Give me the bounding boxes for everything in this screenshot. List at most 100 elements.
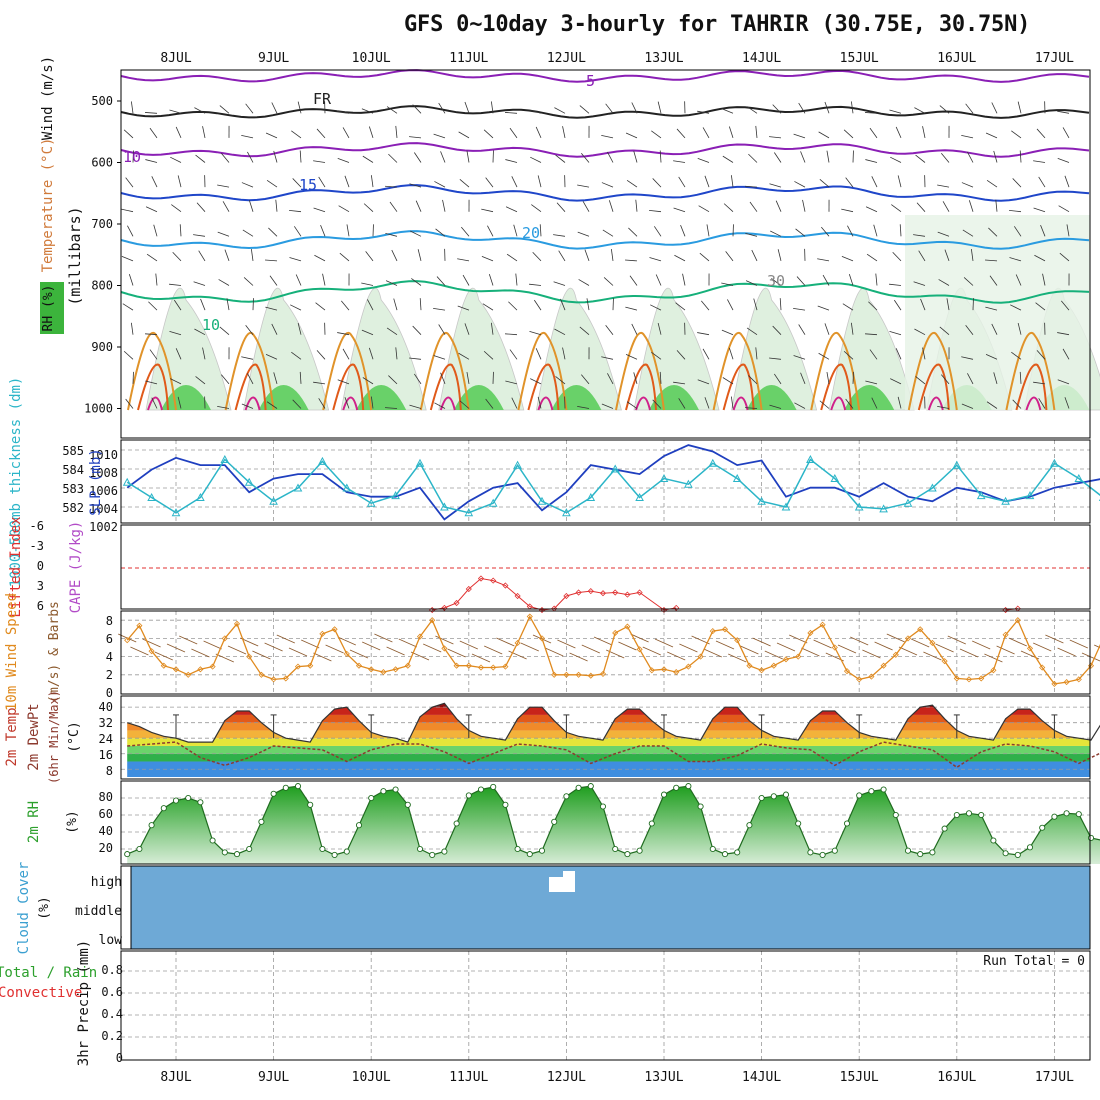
thickness-tick-label: 584 xyxy=(62,463,84,477)
thickness-point xyxy=(610,464,620,473)
temp-tick-label: 32 xyxy=(99,716,113,730)
wind-barb xyxy=(991,323,998,335)
wind-barb xyxy=(651,130,662,139)
wind-barb xyxy=(625,306,638,311)
contour-label: 10 xyxy=(202,316,220,334)
rh-point xyxy=(990,837,997,844)
wind-barb-10m xyxy=(862,649,881,659)
thickness-point xyxy=(269,496,278,505)
wind-barb xyxy=(292,399,302,409)
rh-point xyxy=(197,799,204,806)
wind-barb xyxy=(891,204,902,213)
wind-barb xyxy=(535,126,542,139)
wind-barb xyxy=(535,348,542,360)
wind-barb xyxy=(438,324,446,335)
wind-barb xyxy=(145,206,158,213)
wind-speed-point xyxy=(660,666,668,673)
thickness-point xyxy=(806,454,815,463)
temp-band xyxy=(127,738,1090,746)
wind-barb xyxy=(605,324,614,335)
wind-barb-10m xyxy=(203,640,222,650)
rh-point xyxy=(319,845,326,853)
wind-barb xyxy=(482,303,494,311)
wind-barb xyxy=(721,282,734,286)
wind-barb xyxy=(241,182,254,188)
wind-tick-label: 0 xyxy=(106,686,113,700)
rh-shade-late xyxy=(905,215,1090,410)
rh-point xyxy=(1014,851,1021,859)
wind-barb xyxy=(1036,350,1046,360)
contour-label: 30 xyxy=(767,272,785,290)
wind-barb-10m xyxy=(435,635,454,645)
wind-speed-point xyxy=(697,653,704,660)
wind-speed-point xyxy=(807,629,814,637)
wind-barb-10m xyxy=(593,636,613,646)
wind-barb xyxy=(800,372,806,385)
wind-barb-10m xyxy=(508,650,527,660)
isotherm-35-loop xyxy=(537,396,554,411)
temp-band xyxy=(127,730,1090,739)
isotherm-30-loop xyxy=(917,363,950,411)
wind-barb xyxy=(941,374,950,385)
wind-barb xyxy=(577,405,590,409)
wind-barb xyxy=(993,372,998,385)
wind-tick-label: 2 xyxy=(106,668,113,682)
wind-speed-point xyxy=(819,621,826,628)
wind-barb xyxy=(462,274,470,286)
wind-barb xyxy=(459,179,470,188)
wind-barb xyxy=(626,180,638,188)
wind-barb xyxy=(577,231,590,237)
precip-axis-label: 3hr Precip (mm) xyxy=(76,940,92,1066)
isotherm-minus5-upper xyxy=(120,69,1090,83)
thickness-point xyxy=(464,508,474,517)
thickness-point xyxy=(1050,458,1059,467)
wind-barb xyxy=(363,203,374,212)
wind-barb-10m xyxy=(776,642,796,652)
wind-barb xyxy=(625,354,638,360)
wind-barb xyxy=(222,201,230,212)
wind-barb xyxy=(608,200,614,212)
pressure-tick-label: 700 xyxy=(91,217,113,231)
wind-barb xyxy=(889,109,902,114)
wind-barb xyxy=(631,323,638,335)
thickness-point xyxy=(635,492,644,501)
page-title: GFS 0~10day 3-hourly for TAHRIR (30.75E,… xyxy=(404,12,1031,37)
total-rain-label: Total / Rain xyxy=(0,965,97,981)
wind-barb xyxy=(723,203,734,212)
wind-barb xyxy=(871,176,878,188)
rh-point xyxy=(551,818,558,825)
wind-speed-point xyxy=(380,669,387,676)
wind-barb-10m xyxy=(654,638,674,648)
wind-barb xyxy=(586,298,590,311)
wind-barb xyxy=(899,224,902,237)
wind-barb xyxy=(299,371,302,384)
wind-speed-point xyxy=(124,637,131,644)
wind-barb-10m xyxy=(911,638,930,648)
wind-barb xyxy=(625,132,638,139)
isotherm-minus5 xyxy=(120,142,1090,158)
slp-tick-label: 1002 xyxy=(89,520,118,534)
wind-barb xyxy=(970,248,974,261)
wind-barb xyxy=(196,202,206,212)
rh-point xyxy=(624,851,631,858)
lifted-index-point xyxy=(599,590,607,597)
day-label-top: 16JUL xyxy=(937,51,976,66)
wind-speed-point xyxy=(538,635,546,642)
temperature-axis-label: Temperature (°C) xyxy=(40,138,56,273)
wind-barb xyxy=(895,348,902,360)
wind-barb xyxy=(464,323,470,335)
wind-barb xyxy=(1019,371,1022,384)
rh-point xyxy=(807,849,814,856)
wind-barb xyxy=(701,300,710,311)
thickness-point xyxy=(147,492,156,501)
wind-barb xyxy=(937,405,950,409)
wind-barb xyxy=(652,399,662,409)
wind-barb xyxy=(219,326,230,336)
wind-speed-point xyxy=(1051,680,1058,687)
wind-barb xyxy=(944,249,950,262)
rh-point xyxy=(343,848,350,855)
wind-barb xyxy=(386,327,398,336)
wind-barb xyxy=(922,126,926,138)
upper-air-panel xyxy=(117,69,1100,411)
thickness-point xyxy=(196,492,205,501)
